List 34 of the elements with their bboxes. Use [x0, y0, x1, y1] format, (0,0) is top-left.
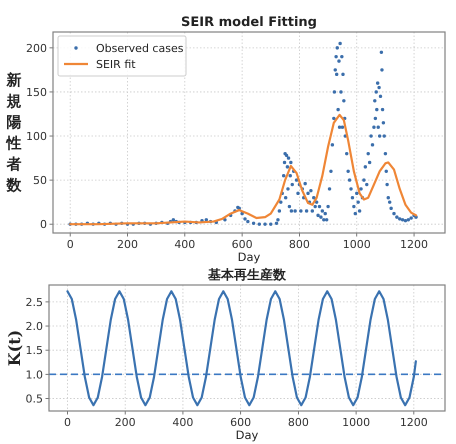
- x-tick-label: 200: [114, 416, 136, 429]
- x-tick-label: 400: [174, 238, 196, 251]
- x-tick-label: 1000: [342, 416, 370, 429]
- y-tick-label: 0.5: [26, 392, 43, 406]
- x-axis-title: Day: [238, 250, 261, 264]
- y-tick-label: 1.0: [26, 368, 43, 382]
- x-tick-label: 800: [288, 238, 310, 251]
- chart-title: SEIR model Fitting: [181, 15, 317, 30]
- x-tick-label: 400: [172, 416, 194, 429]
- y-tick-label: 2.5: [26, 296, 43, 309]
- line-series: [69, 114, 418, 226]
- line-series: [66, 290, 417, 406]
- x-tick-label: 800: [288, 416, 309, 429]
- x-tick-label: 0: [64, 416, 71, 429]
- y-tick-label: 2.0: [26, 320, 43, 334]
- y-axis-title: K(t): [5, 330, 24, 366]
- legend-label: SEIR fit: [96, 58, 136, 71]
- x-tick-label: 200: [117, 238, 138, 251]
- x-tick-label: 1000: [342, 238, 371, 251]
- y-tick-label: 200: [26, 42, 47, 55]
- x-tick-label: 1200: [400, 416, 428, 429]
- x-tick-label: 1200: [400, 238, 428, 251]
- x-tick-label: 600: [230, 416, 252, 429]
- chart-title: 基本再生産数: [207, 267, 287, 283]
- x-tick-label: 0: [66, 238, 74, 251]
- y-tick-label: 50: [33, 174, 47, 188]
- x-tick-label: 600: [232, 238, 253, 251]
- x-axis-title: Day: [236, 428, 259, 442]
- y-tick-label: 0: [40, 218, 47, 232]
- y-tick-label: 100: [26, 130, 47, 144]
- y-axis-title: 新規陽性者数: [6, 71, 22, 194]
- y-tick-label: 1.5: [26, 344, 43, 358]
- legend-label: Observed cases: [96, 42, 184, 55]
- y-tick-label: 150: [26, 86, 47, 99]
